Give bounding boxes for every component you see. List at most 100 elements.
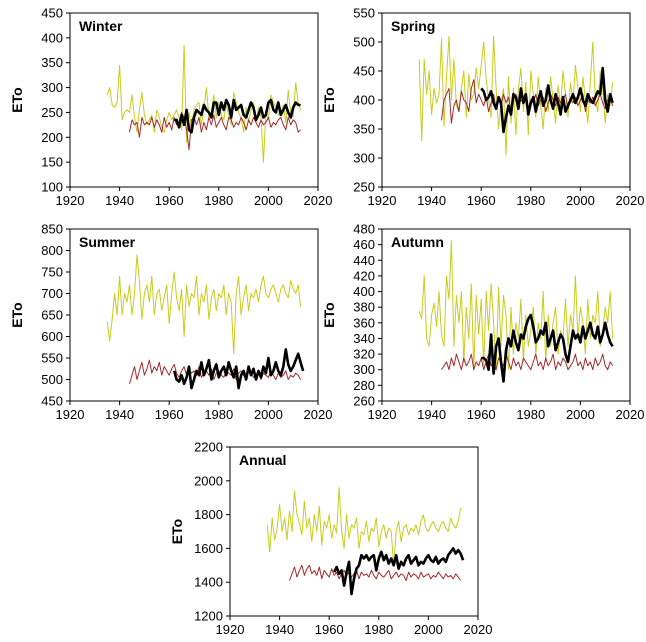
x-tick-label: 1980 [516, 193, 545, 208]
x-tick-label: 1960 [467, 407, 496, 422]
y-tick-label: 480 [353, 222, 375, 237]
y-tick-label: 300 [353, 151, 375, 166]
y-tick-label: 360 [353, 315, 375, 330]
series-line-1 [106, 254, 302, 355]
x-tick-label: 2000 [566, 407, 595, 422]
x-tick-label: 2020 [616, 407, 645, 422]
plot-frame [229, 446, 479, 617]
chart-title: Summer [79, 234, 136, 250]
y-tick-label: 440 [353, 253, 375, 268]
x-tick-label: 1980 [516, 407, 545, 422]
y-tick-label: 1800 [194, 507, 223, 522]
y-axis-label: ETo [169, 519, 185, 544]
x-tick-label: 1920 [368, 407, 397, 422]
y-tick-label: 400 [353, 93, 375, 108]
x-tick-label: 1940 [265, 622, 294, 637]
y-tick-label: 380 [353, 300, 375, 315]
chart-panel-summer: 450 500 550 600 650 700 750 800 850 1920 1940 1960 1… [9, 222, 332, 423]
y-tick-label: 250 [41, 105, 63, 120]
series-line-3 [480, 66, 614, 134]
y-tick-label: 550 [41, 351, 63, 366]
y-tick-label: 340 [353, 331, 375, 346]
chart-panel-winter: 100 150 200 250 300 350 400 450 1920 1940 1960 1980… [9, 6, 332, 209]
y-axis-label: ETo [9, 87, 25, 112]
y-axis-label: ETo [321, 302, 337, 327]
series-line-3 [172, 348, 305, 390]
x-tick-label: 1940 [417, 193, 446, 208]
y-tick-label: 460 [353, 237, 375, 252]
y-tick-label: 400 [353, 284, 375, 299]
series-line-3 [481, 313, 614, 383]
x-tick-label: 1960 [155, 193, 184, 208]
x-tick-label: 2000 [566, 193, 595, 208]
chart-title: Spring [391, 18, 435, 34]
y-tick-label: 500 [353, 35, 375, 50]
y-tick-label: 350 [41, 55, 63, 70]
x-tick-label: 1940 [105, 407, 134, 422]
x-tick-label: 1960 [467, 193, 496, 208]
x-tick-label: 2020 [464, 622, 493, 637]
y-tick-label: 500 [41, 372, 63, 387]
y-tick-label: 1600 [194, 541, 223, 556]
x-tick-label: 2000 [254, 407, 283, 422]
x-tick-label: 1960 [315, 622, 344, 637]
y-tick-label: 450 [41, 394, 63, 409]
x-tick-label: 1920 [56, 407, 85, 422]
x-tick-label: 2000 [414, 622, 443, 637]
y-axis-label: ETo [9, 302, 25, 327]
y-tick-label: 750 [41, 265, 63, 280]
y-tick-label: 450 [41, 6, 63, 21]
y-tick-label: 100 [41, 180, 63, 195]
y-tick-label: 550 [353, 6, 375, 21]
y-tick-label: 280 [353, 378, 375, 393]
plot-frame [381, 228, 631, 402]
plot-frame [69, 12, 319, 188]
y-tick-label: 350 [353, 122, 375, 137]
y-tick-label: 2200 [194, 440, 223, 455]
series-line-1 [418, 240, 614, 371]
x-tick-label: 1920 [216, 622, 245, 637]
series-line-2 [441, 353, 614, 371]
x-tick-label: 2020 [616, 193, 645, 208]
series-line-3 [174, 98, 301, 134]
x-tick-label: 1980 [204, 407, 233, 422]
y-tick-label: 600 [41, 329, 63, 344]
y-tick-label: 2000 [194, 473, 223, 488]
y-axis-label: ETo [321, 87, 337, 112]
x-tick-label: 1960 [155, 407, 184, 422]
x-tick-label: 1920 [368, 193, 397, 208]
x-tick-label: 1980 [204, 193, 233, 208]
x-tick-label: 2020 [304, 193, 333, 208]
y-tick-label: 400 [41, 30, 63, 45]
y-tick-label: 800 [41, 243, 63, 258]
chart-title: Annual [239, 452, 286, 468]
y-tick-label: 150 [41, 155, 63, 170]
series-line-1 [418, 35, 614, 156]
series-line-3 [333, 547, 465, 596]
y-tick-label: 850 [41, 222, 63, 237]
y-tick-label: 420 [353, 268, 375, 283]
x-tick-label: 1940 [417, 407, 446, 422]
x-tick-label: 2000 [254, 193, 283, 208]
series-line-1 [266, 487, 462, 566]
chart-title: Autumn [391, 234, 444, 250]
y-tick-label: 650 [41, 308, 63, 323]
y-tick-label: 300 [353, 362, 375, 377]
x-tick-label: 1920 [56, 193, 85, 208]
y-tick-label: 300 [41, 80, 63, 95]
y-tick-label: 1400 [194, 575, 223, 590]
series-line-2 [129, 111, 301, 151]
chart-panel-spring: 250 300 350 400 450 500 550 1920 1940 1960 1980 200… [321, 6, 644, 209]
x-tick-label: 1940 [105, 193, 134, 208]
chart-panel-annual: 1200 1400 1600 1800 2000 2200 1920 1940 1960 1980… [169, 440, 492, 638]
series-line-2 [289, 564, 462, 581]
y-tick-label: 260 [353, 394, 375, 409]
chart-title: Winter [79, 18, 123, 34]
y-tick-label: 320 [353, 347, 375, 362]
y-tick-label: 1200 [194, 609, 223, 624]
y-tick-label: 200 [41, 130, 63, 145]
y-tick-label: 700 [41, 286, 63, 301]
y-tick-label: 450 [353, 64, 375, 79]
